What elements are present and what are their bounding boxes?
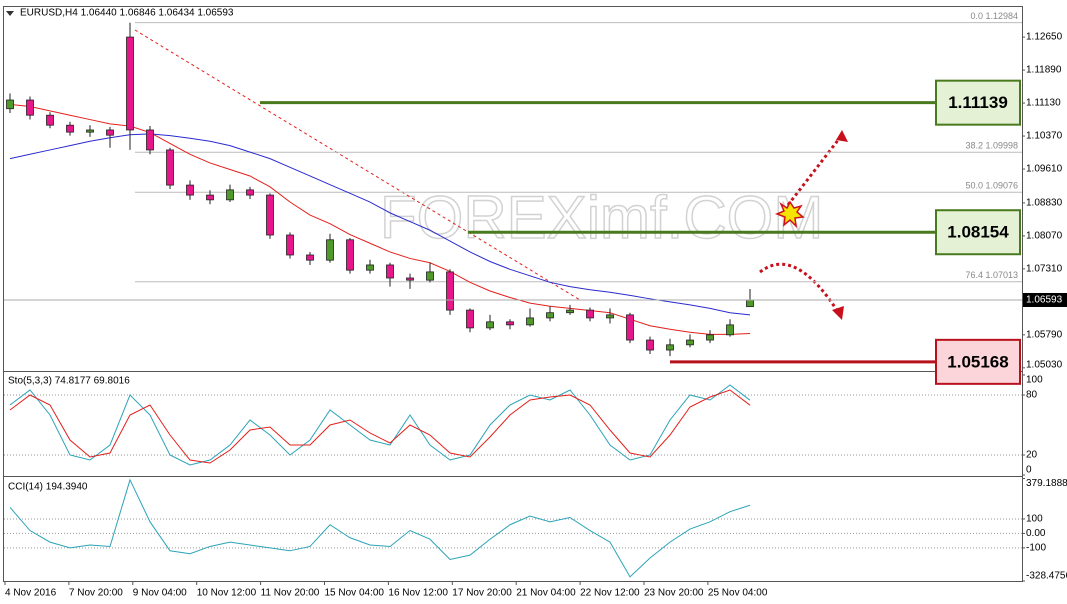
y-tick-label: 1.08070 — [1026, 231, 1063, 242]
y-tick-label: 1.05790 — [1026, 329, 1063, 340]
y-tick-label: 0 — [1026, 465, 1032, 476]
y-tick-label: 1.12650 — [1026, 32, 1063, 43]
candle-body — [286, 234, 294, 256]
candle-body — [326, 239, 334, 261]
level-label: 1.11139 — [948, 93, 1008, 112]
level-label: 1.08154 — [947, 223, 1009, 242]
y-tick-label: -100 — [1026, 543, 1046, 554]
candle-body — [446, 271, 454, 311]
candle-body — [626, 314, 634, 341]
cci-title: CCI(14) 194.3940 — [8, 482, 88, 493]
candle-body — [26, 99, 34, 116]
x-tick-label: 25 Nov 04:00 — [708, 588, 768, 599]
candle-body — [406, 277, 414, 281]
level-box — [935, 79, 1021, 126]
candle-body — [606, 314, 614, 319]
candle-body — [426, 271, 434, 281]
candle-body — [346, 239, 354, 271]
x-tick-label: 7 Nov 20:00 — [69, 588, 123, 599]
candle-body — [666, 344, 674, 351]
candle-body — [546, 312, 554, 319]
candle-body — [386, 264, 394, 279]
x-tick-label: 22 Nov 12:00 — [580, 588, 640, 599]
candle-body — [46, 114, 54, 126]
level-box — [935, 209, 1021, 256]
y-tick-label: 1.08830 — [1026, 198, 1063, 209]
candle-body — [226, 189, 234, 201]
candle-body — [466, 309, 474, 329]
candle-body — [506, 321, 514, 326]
indicator-line — [9, 389, 751, 464]
x-tick-label: 16 Nov 12:00 — [388, 588, 448, 599]
candle-body — [166, 149, 174, 186]
indicator-line — [9, 478, 751, 578]
price-tag — [1023, 292, 1067, 307]
arrow-down — [759, 262, 840, 313]
watermark: FOREXimf.COM — [380, 184, 823, 251]
arrow-up — [786, 134, 844, 206]
fib-label: 50.0 1.09076 — [965, 181, 1018, 191]
candle-body — [86, 129, 94, 133]
candle-body — [746, 299, 754, 308]
level-label: 1.05168 — [947, 352, 1008, 371]
candle-body — [66, 124, 74, 133]
moving-average — [9, 133, 751, 316]
candle-body — [266, 194, 274, 236]
candle-body — [526, 317, 534, 326]
candle-body — [726, 324, 734, 336]
candle-body — [186, 184, 194, 196]
y-tick-label: 1.09610 — [1026, 164, 1063, 175]
x-tick-label: 4 Nov 2016 — [5, 588, 57, 599]
arrow-head — [836, 130, 848, 142]
y-tick-label: 0.00 — [1026, 528, 1046, 539]
x-tick-label: 21 Nov 04:00 — [516, 588, 576, 599]
x-tick-label: 10 Nov 12:00 — [197, 588, 257, 599]
y-tick-label: 1.11890 — [1026, 65, 1062, 76]
indicator-line — [9, 384, 751, 466]
trend-line — [134, 29, 581, 301]
y-tick-label: -328.4756 — [1026, 571, 1067, 582]
candle-body — [366, 264, 374, 271]
fib-label: 38.2 1.09998 — [965, 141, 1018, 151]
candle-body — [486, 321, 494, 329]
breakout-burst — [774, 200, 805, 229]
y-tick-label: 20 — [1026, 450, 1038, 461]
candle-body — [146, 129, 154, 151]
stochastic-title: Sto(5,3,3) 74.8177 69.8016 — [8, 376, 130, 387]
price-tag-label: 1.06593 — [1026, 295, 1063, 306]
candle-body — [706, 334, 714, 341]
x-tick-label: 11 Nov 20:00 — [261, 588, 320, 599]
candle-body — [206, 194, 214, 201]
candle-body — [6, 99, 14, 110]
candle-body — [246, 189, 254, 196]
y-tick-label: 100 — [1026, 514, 1043, 525]
x-tick-label: 9 Nov 04:00 — [133, 588, 187, 599]
level-box — [935, 338, 1021, 385]
y-tick-label: 1.10370 — [1026, 131, 1063, 142]
menu-arrow — [6, 11, 14, 16]
y-tick-label: 379.1888 — [1026, 478, 1067, 489]
fib-label: 0.0 1.12984 — [970, 11, 1018, 21]
y-tick-label: 1.05030 — [1026, 360, 1063, 371]
fib-label: 76.4 1.07013 — [965, 270, 1018, 280]
candle-body — [106, 129, 114, 136]
x-tick-label: 17 Nov 20:00 — [452, 588, 512, 599]
candle-body — [686, 339, 694, 346]
y-tick-label: 1.07310 — [1026, 264, 1063, 275]
x-tick-label: 23 Nov 20:00 — [644, 588, 704, 599]
chart-header: EURUSD,H4 1.06440 1.06846 1.06434 1.0659… — [20, 8, 234, 19]
candle-body — [646, 339, 654, 351]
frame — [3, 6, 1023, 582]
candle-body — [566, 309, 574, 314]
y-tick-label: 100 — [1026, 375, 1043, 386]
y-tick-label: 1.11130 — [1026, 98, 1061, 109]
candle-body — [126, 36, 134, 131]
y-tick-label: 80 — [1026, 390, 1038, 401]
candle-body — [306, 254, 314, 261]
x-tick-label: 15 Nov 04:00 — [325, 588, 385, 599]
arrow-head — [832, 306, 844, 320]
candle-body — [586, 309, 594, 319]
